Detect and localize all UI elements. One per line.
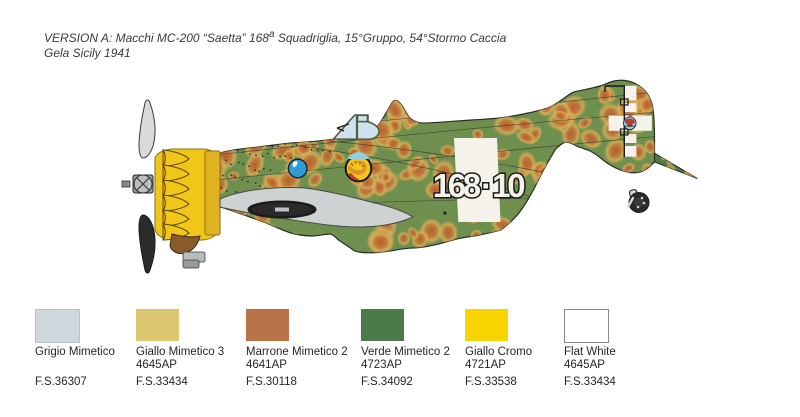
svg-text:168 · 10: 168 · 10 (433, 167, 525, 204)
